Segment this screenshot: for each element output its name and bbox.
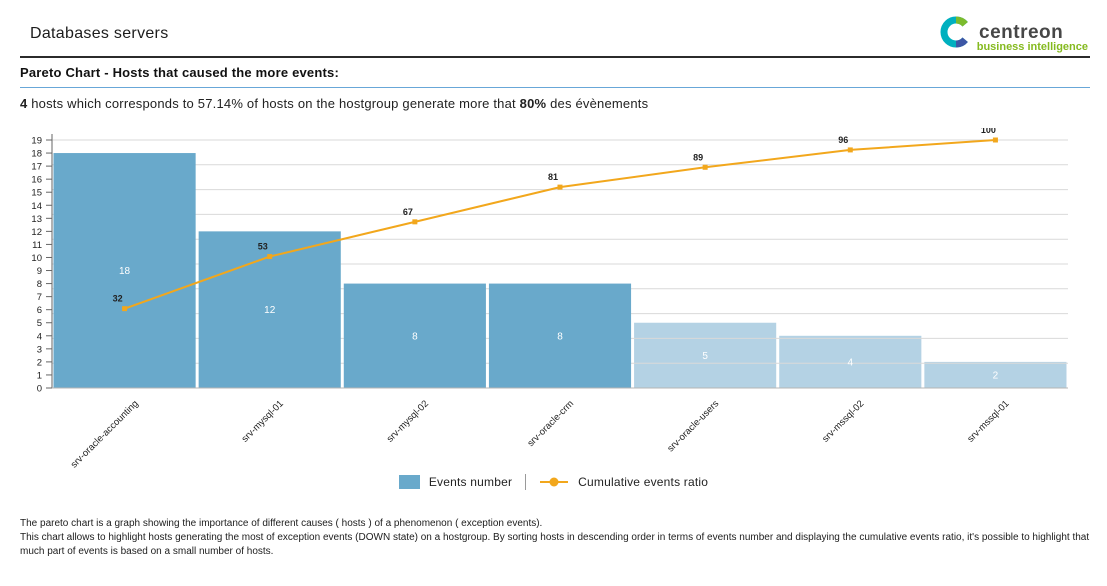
chart-description: The pareto chart is a graph showing the … [20, 517, 1092, 558]
cumulative-point [992, 137, 998, 143]
cumulative-value-label: 32 [113, 294, 123, 304]
y-tick-label: 16 [31, 175, 42, 186]
bar-srv-mysql-02 [343, 283, 486, 388]
bar-value-label: 18 [119, 266, 131, 277]
x-axis-label-srv-mssql-02: srv-mssql-02 [820, 398, 866, 444]
y-tick-label: 4 [37, 331, 42, 342]
legend-item-cumulative-ratio: Cumulative events ratio [539, 475, 708, 489]
bar-srv-mssql-02 [779, 335, 922, 388]
pareto-chart-container: 0 1 2 3 4 5 6 7 8 9 10 11 12 13 14 15 16 17 18 19 18 12 8 8 5 4 2 3… [0, 125, 1107, 473]
cumulative-value-label: 81 [548, 172, 558, 182]
y-tick-label: 14 [31, 201, 42, 212]
cumulative-point [557, 184, 563, 190]
y-tick-label: 9 [37, 266, 42, 277]
y-tick-label: 8 [37, 279, 42, 290]
bar-value-label: 4 [848, 357, 854, 368]
x-axis-label-srv-oracle-accounting: srv-oracle-accounting [69, 398, 141, 470]
bar-srv-mssql-01 [924, 361, 1067, 388]
centreon-logo: centreon business intelligence [940, 16, 1088, 53]
description-line-2: This chart allows to highlight hosts gen… [20, 531, 1090, 557]
bar-value-label: 5 [702, 351, 708, 362]
x-axis-label-srv-oracle-users: srv-oracle-users [665, 398, 721, 454]
legend-item-events-number: Events number [398, 475, 513, 489]
bar-value-label: 8 [412, 331, 418, 342]
legend-label-cumulative: Cumulative events ratio [578, 475, 709, 489]
cumulative-point [847, 147, 853, 153]
line-dot-icon [540, 477, 569, 487]
y-tick-label: 17 [31, 162, 42, 173]
cumulative-point [122, 306, 128, 312]
y-tick-label: 0 [37, 384, 42, 395]
bar-value-label: 8 [557, 331, 563, 342]
y-tick-label: 19 [31, 136, 42, 147]
cumulative-point [412, 219, 418, 225]
y-tick-label: 3 [37, 344, 42, 355]
bar-srv-oracle-users [634, 322, 777, 388]
bar-srv-oracle-accounting [53, 153, 196, 388]
y-tick-label: 6 [37, 305, 42, 316]
summary-percent: 80% [519, 96, 547, 111]
logo-wordmark: centreon [979, 22, 1063, 43]
header-divider [20, 56, 1090, 58]
y-tick-label: 10 [31, 253, 42, 264]
y-tick-label: 1 [37, 370, 42, 381]
summary-text: 4 hosts which corresponds to 57.14% of h… [20, 96, 649, 111]
y-tick-label: 7 [37, 292, 42, 303]
cumulative-value-label: 89 [693, 152, 703, 162]
x-axis-label-srv-mssql-01: srv-mssql-01 [965, 398, 1011, 444]
y-tick-label: 11 [32, 240, 42, 251]
x-axis-label-srv-oracle-crm: srv-oracle-crm [525, 398, 576, 449]
section-title: Pareto Chart - Hosts that caused the mor… [20, 65, 1090, 88]
x-axis-label-srv-mysql-01: srv-mysql-01 [240, 398, 286, 444]
y-tick-label: 5 [37, 318, 42, 329]
chart-legend: Events number Cumulative events ratio [0, 474, 1107, 490]
cumulative-value-label: 53 [258, 242, 268, 252]
y-tick-label: 2 [37, 357, 42, 368]
cumulative-point [267, 254, 273, 260]
y-tick-label: 18 [31, 149, 42, 160]
cumulative-value-label: 100 [981, 128, 996, 135]
bar-swatch-icon [398, 475, 420, 489]
x-axis-label-srv-mysql-02: srv-mysql-02 [385, 398, 431, 444]
centreon-c-icon [940, 16, 970, 48]
legend-divider [525, 474, 527, 490]
bar-value-label: 2 [993, 370, 999, 381]
y-tick-label: 12 [31, 227, 42, 238]
y-tick-label: 15 [31, 188, 42, 199]
page-title: Databases servers [30, 25, 169, 42]
legend-label-events: Events number [428, 475, 513, 489]
y-tick-label: 13 [31, 214, 42, 225]
bar-srv-oracle-crm [488, 283, 632, 388]
bar-value-label: 12 [264, 305, 276, 316]
summary-host-count: 4 [20, 96, 28, 111]
logo-tagline: business intelligence [977, 41, 1088, 53]
description-line-1: The pareto chart is a graph showing the … [20, 518, 543, 529]
cumulative-value-label: 67 [403, 207, 413, 217]
cumulative-point [702, 164, 708, 170]
cumulative-value-label: 96 [838, 135, 848, 145]
